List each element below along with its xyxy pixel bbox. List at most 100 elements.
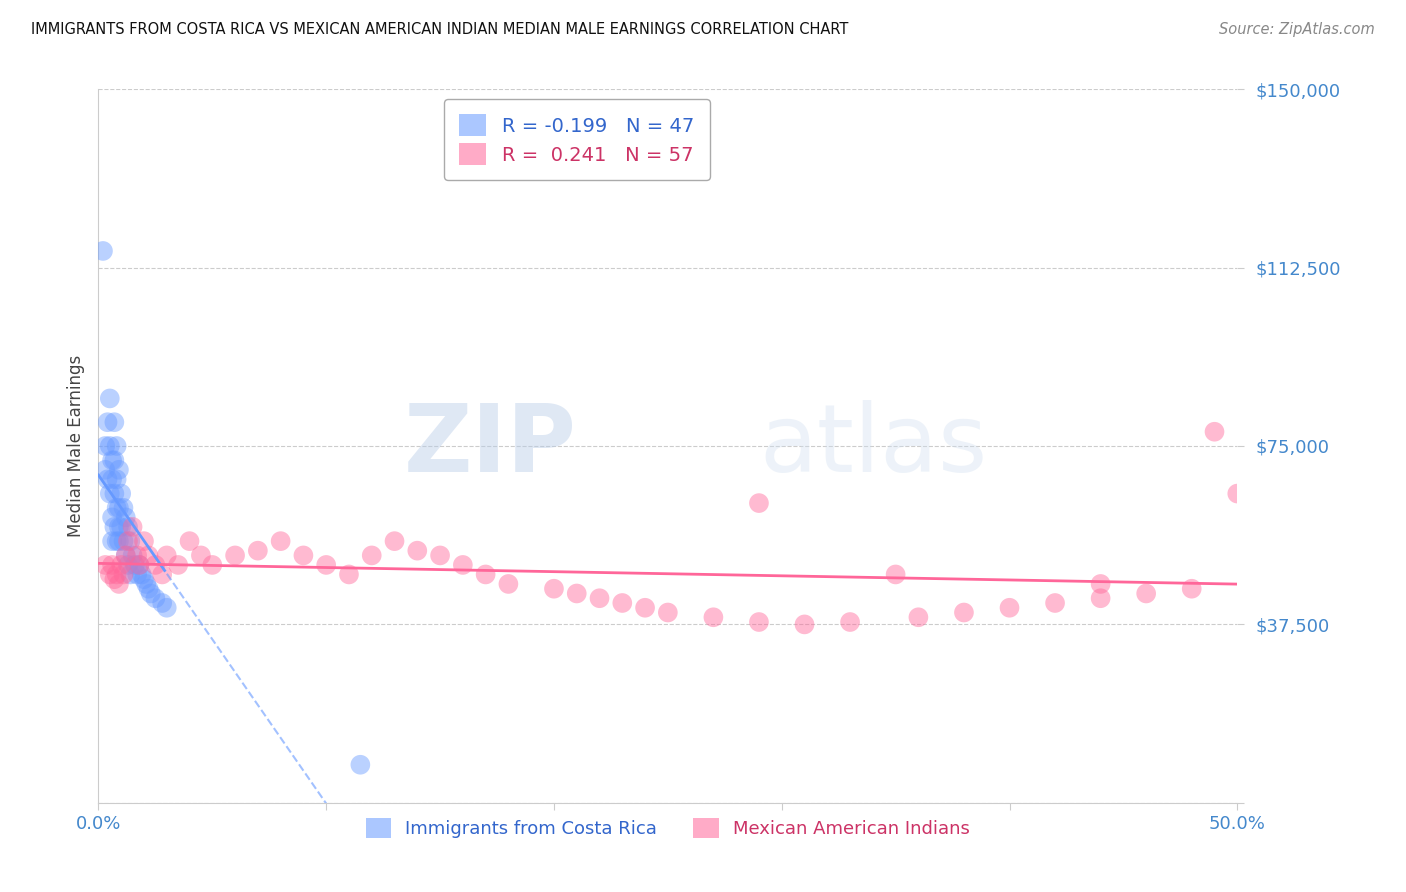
Point bbox=[96, 472, 118, 486]
Point bbox=[117, 558, 139, 572]
Point bbox=[565, 586, 588, 600]
Point bbox=[1226, 486, 1249, 500]
Point bbox=[103, 520, 125, 534]
Point bbox=[1204, 425, 1226, 439]
Point bbox=[105, 500, 128, 515]
Point bbox=[105, 472, 128, 486]
Point bbox=[1090, 577, 1112, 591]
Point bbox=[907, 610, 929, 624]
Point bbox=[131, 567, 153, 582]
Point bbox=[121, 549, 143, 563]
Point bbox=[451, 558, 474, 572]
Point bbox=[108, 577, 131, 591]
Point bbox=[105, 534, 128, 549]
Point bbox=[634, 600, 657, 615]
Y-axis label: Median Male Earnings: Median Male Earnings bbox=[66, 355, 84, 537]
Point bbox=[101, 534, 124, 549]
Point bbox=[201, 558, 224, 572]
Point bbox=[110, 558, 132, 572]
Point bbox=[384, 534, 406, 549]
Point bbox=[127, 549, 149, 563]
Point bbox=[110, 520, 132, 534]
Point bbox=[103, 453, 125, 467]
Point bbox=[108, 520, 131, 534]
Point bbox=[128, 558, 150, 572]
Point bbox=[337, 567, 360, 582]
Point bbox=[315, 558, 337, 572]
Point bbox=[145, 558, 167, 572]
Point bbox=[112, 500, 135, 515]
Point bbox=[94, 463, 117, 477]
Text: Source: ZipAtlas.com: Source: ZipAtlas.com bbox=[1219, 22, 1375, 37]
Point bbox=[103, 486, 125, 500]
Point bbox=[114, 549, 136, 563]
Point bbox=[112, 567, 135, 582]
Text: ZIP: ZIP bbox=[404, 400, 576, 492]
Point bbox=[1135, 586, 1157, 600]
Point bbox=[98, 486, 121, 500]
Point bbox=[105, 567, 128, 582]
Point bbox=[101, 472, 124, 486]
Point bbox=[98, 439, 121, 453]
Point bbox=[474, 567, 496, 582]
Point bbox=[132, 572, 155, 586]
Point bbox=[839, 615, 862, 629]
Point bbox=[98, 567, 121, 582]
Point bbox=[1043, 596, 1066, 610]
Point bbox=[349, 757, 371, 772]
Point bbox=[429, 549, 451, 563]
Point bbox=[94, 439, 117, 453]
Point bbox=[112, 534, 135, 549]
Point bbox=[108, 500, 131, 515]
Point bbox=[224, 549, 246, 563]
Point bbox=[150, 567, 173, 582]
Point bbox=[128, 558, 150, 572]
Point bbox=[117, 520, 139, 534]
Point bbox=[748, 496, 770, 510]
Point bbox=[94, 558, 117, 572]
Point bbox=[145, 591, 167, 606]
Point bbox=[124, 558, 146, 572]
Point bbox=[114, 549, 136, 563]
Point bbox=[103, 572, 125, 586]
Point bbox=[179, 534, 201, 549]
Text: atlas: atlas bbox=[759, 400, 987, 492]
Point bbox=[138, 582, 160, 596]
Point bbox=[105, 439, 128, 453]
Point bbox=[793, 617, 815, 632]
Point bbox=[953, 606, 976, 620]
Point bbox=[702, 610, 724, 624]
Point bbox=[360, 549, 382, 563]
Point bbox=[190, 549, 212, 563]
Point bbox=[1181, 582, 1204, 596]
Point bbox=[135, 577, 157, 591]
Point bbox=[103, 415, 125, 429]
Text: IMMIGRANTS FROM COSTA RICA VS MEXICAN AMERICAN INDIAN MEDIAN MALE EARNINGS CORRE: IMMIGRANTS FROM COSTA RICA VS MEXICAN AM… bbox=[31, 22, 848, 37]
Point bbox=[588, 591, 610, 606]
Point bbox=[101, 453, 124, 467]
Point bbox=[498, 577, 520, 591]
Point bbox=[657, 606, 679, 620]
Point bbox=[612, 596, 634, 610]
Point bbox=[884, 567, 907, 582]
Point bbox=[101, 558, 124, 572]
Point bbox=[150, 596, 173, 610]
Point bbox=[108, 534, 131, 549]
Legend: Immigrants from Costa Rica, Mexican American Indians: Immigrants from Costa Rica, Mexican Amer… bbox=[357, 809, 979, 847]
Point bbox=[91, 244, 114, 258]
Point bbox=[156, 600, 179, 615]
Point bbox=[110, 486, 132, 500]
Point bbox=[114, 510, 136, 524]
Point bbox=[108, 463, 131, 477]
Point bbox=[406, 543, 429, 558]
Point bbox=[120, 567, 142, 582]
Point bbox=[292, 549, 315, 563]
Point bbox=[270, 534, 292, 549]
Point bbox=[101, 510, 124, 524]
Point bbox=[127, 567, 149, 582]
Point bbox=[96, 415, 118, 429]
Point bbox=[120, 534, 142, 549]
Point bbox=[156, 549, 179, 563]
Point bbox=[139, 586, 162, 600]
Point bbox=[543, 582, 565, 596]
